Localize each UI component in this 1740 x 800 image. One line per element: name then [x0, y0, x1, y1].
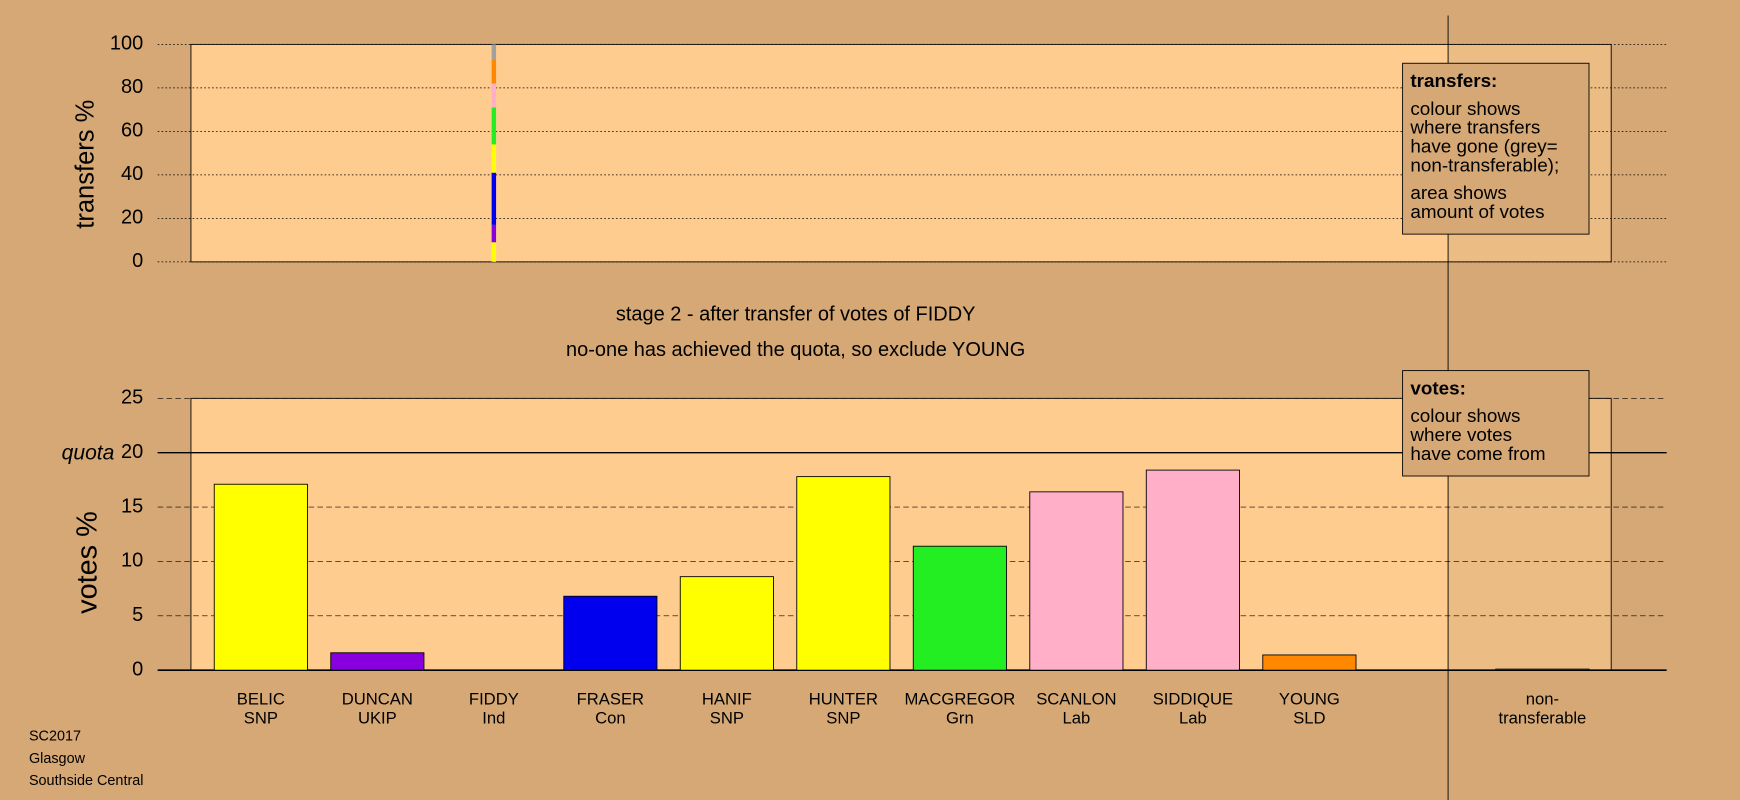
bar [1029, 491, 1124, 671]
footer: Glasgow [29, 751, 86, 767]
footer: Southside Central [29, 773, 144, 789]
legend-text: have gone (grey= [1410, 136, 1557, 157]
y-axis-title: votes % [71, 511, 103, 614]
legend-text: colour shows [1410, 98, 1520, 119]
x-tick-label: HUNTER [809, 690, 878, 709]
legend-box [1402, 370, 1590, 477]
legend-text: have come from [1410, 443, 1545, 464]
x-tick-label: Con [595, 708, 625, 727]
y-tick-label: 5 [132, 604, 143, 626]
legend-text: colour shows [1410, 405, 1520, 426]
transfer-segment [491, 224, 497, 243]
transfer-segment [491, 83, 497, 108]
y-tick-label: 0 [132, 250, 143, 272]
x-tick-label: SNP [826, 708, 860, 727]
y-tick-label: 25 [121, 387, 143, 409]
bar [912, 545, 1007, 671]
x-tick-label: transferable [1499, 708, 1587, 727]
x-tick-label: SLD [1293, 708, 1325, 727]
legend-text: non-transferable); [1410, 154, 1559, 175]
y-tick-label: 40 [121, 163, 143, 185]
x-tick-label: SNP [710, 708, 744, 727]
transfer-segment [491, 44, 497, 60]
legend-text: amount of votes [1410, 201, 1544, 222]
legend-text: where transfers [1409, 117, 1540, 138]
y-tick-label: 100 [110, 33, 143, 55]
y-tick-label: 20 [121, 207, 143, 229]
footer: SC2017 [29, 729, 81, 745]
transfer-segment [491, 144, 497, 173]
legend-title: votes: [1410, 377, 1466, 398]
y-tick-label: 60 [121, 120, 143, 142]
y-tick-label: 20 [121, 441, 143, 463]
bar [563, 595, 658, 671]
x-tick-label: UKIP [358, 708, 397, 727]
bar [796, 476, 891, 671]
x-tick-label: Grn [946, 708, 974, 727]
y-tick-label: 0 [132, 658, 143, 680]
stage-subtitle: no-one has achieved the quota, so exclud… [566, 339, 1025, 361]
transfer-segment [491, 172, 497, 225]
transfer-segment [491, 242, 497, 262]
bar [1495, 668, 1590, 671]
y-axis-title: transfers % [71, 100, 99, 229]
legend-box [1402, 62, 1590, 235]
x-tick-label: SCANLON [1036, 690, 1116, 709]
x-tick-label: FRASER [577, 690, 644, 709]
legend-title: transfers: [1410, 70, 1497, 91]
x-tick-label: Ind [482, 708, 505, 727]
bar [330, 652, 425, 671]
top-panel [190, 43, 1612, 263]
x-tick-label: MACGREGOR [904, 690, 1015, 709]
y-tick-label: 80 [121, 76, 143, 98]
x-tick-label: SIDDIQUE [1153, 690, 1233, 709]
x-tick-label: Lab [1063, 708, 1091, 727]
x-tick-label: non- [1526, 690, 1559, 709]
x-tick-label: DUNCAN [342, 690, 413, 709]
transfer-segment [491, 59, 497, 84]
bottom-panel [190, 397, 1612, 671]
bar [1262, 654, 1357, 671]
bar [213, 483, 308, 671]
stage-title: stage 2 - after transfer of votes of FID… [616, 303, 976, 325]
bar [679, 576, 774, 671]
x-tick-label: SNP [244, 708, 278, 727]
x-tick-label: BELIC [237, 690, 285, 709]
transfer-segment [491, 107, 497, 145]
x-tick-label: Lab [1179, 708, 1207, 727]
bar [1145, 469, 1240, 671]
x-tick-label: FIDDY [469, 690, 519, 709]
legend-text: where votes [1409, 424, 1512, 445]
quota-label: quota [62, 441, 115, 464]
legend-text: area shows [1410, 182, 1506, 203]
x-tick-label: YOUNG [1279, 690, 1340, 709]
x-tick-label: HANIF [702, 690, 752, 709]
y-tick-label: 15 [121, 495, 143, 517]
y-tick-label: 10 [121, 550, 143, 572]
